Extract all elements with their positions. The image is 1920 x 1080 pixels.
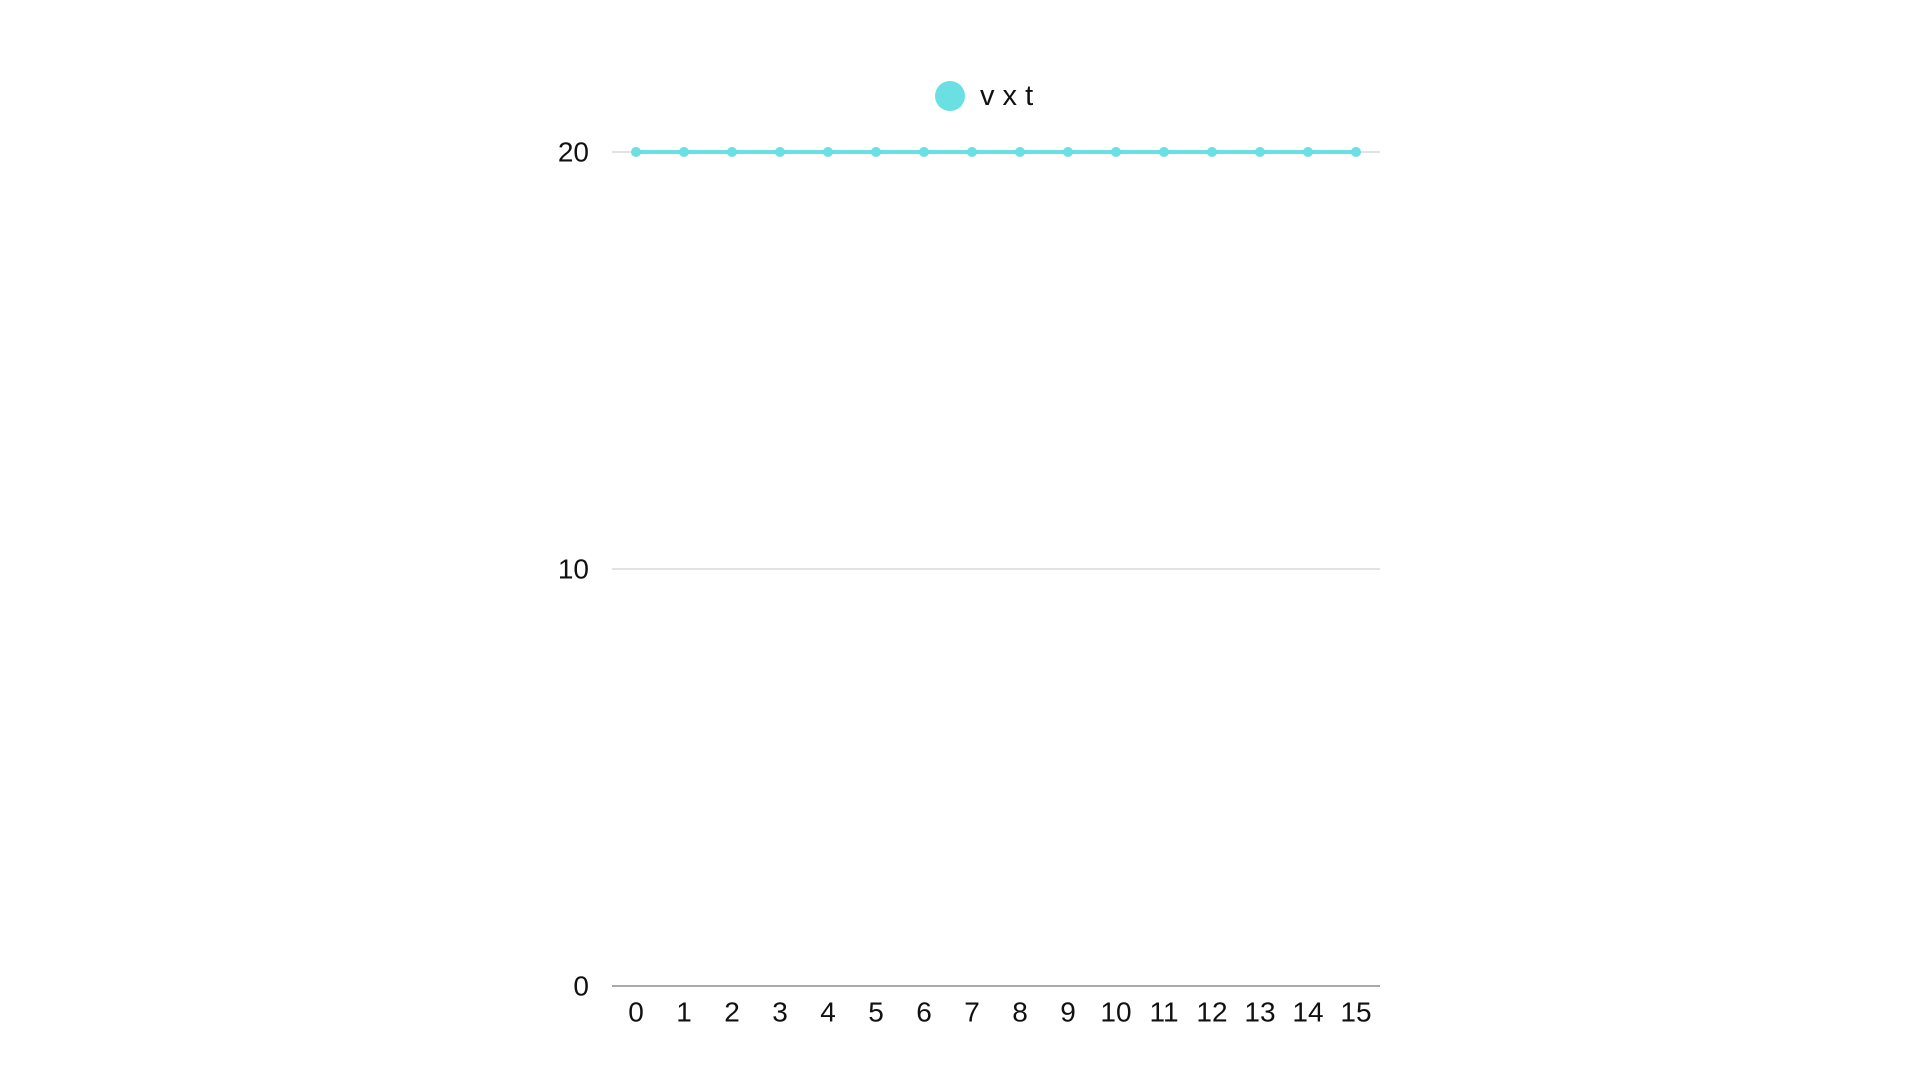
data-point — [823, 147, 833, 157]
data-point — [967, 147, 977, 157]
x-tick-label: 13 — [1244, 997, 1275, 1028]
legend-marker — [935, 81, 965, 111]
data-point — [1255, 147, 1265, 157]
y-tick-label: 10 — [558, 554, 589, 585]
x-tick-label: 15 — [1340, 997, 1371, 1028]
x-tick-label: 8 — [1012, 997, 1028, 1028]
data-point — [871, 147, 881, 157]
x-tick-label: 10 — [1100, 997, 1131, 1028]
data-point — [1303, 147, 1313, 157]
y-tick-label: 20 — [558, 137, 589, 168]
data-point — [1063, 147, 1073, 157]
x-tick-label: 14 — [1292, 997, 1323, 1028]
data-point — [1111, 147, 1121, 157]
x-tick-label: 11 — [1149, 997, 1178, 1028]
data-point — [631, 147, 641, 157]
data-point — [1015, 147, 1025, 157]
series-layer — [631, 147, 1361, 157]
x-tick-label: 5 — [868, 997, 884, 1028]
data-point — [919, 147, 929, 157]
legend: v x t — [935, 80, 1033, 112]
x-tick-label: 7 — [964, 997, 980, 1028]
x-tick-label: 3 — [772, 997, 788, 1028]
x-tick-label: 2 — [724, 997, 740, 1028]
y-tick-label: 0 — [573, 971, 589, 1002]
x-tick-label: 12 — [1196, 997, 1227, 1028]
x-tick-label: 6 — [916, 997, 932, 1028]
data-point — [1159, 147, 1169, 157]
gridlines — [612, 151, 1380, 987]
legend-label: v x t — [980, 80, 1033, 112]
data-point — [775, 147, 785, 157]
y-axis: 0 10 20 — [558, 137, 589, 1002]
x-tick-label: 4 — [820, 997, 836, 1028]
data-point — [1351, 147, 1361, 157]
x-tick-label: 1 — [676, 997, 692, 1028]
data-point — [727, 147, 737, 157]
x-tick-label: 0 — [628, 997, 644, 1028]
x-axis: 0 1 2 3 4 5 6 7 8 9 10 11 12 13 14 15 — [628, 997, 1371, 1028]
x-tick-label: 9 — [1060, 997, 1076, 1028]
data-point — [679, 147, 689, 157]
data-point — [1207, 147, 1217, 157]
